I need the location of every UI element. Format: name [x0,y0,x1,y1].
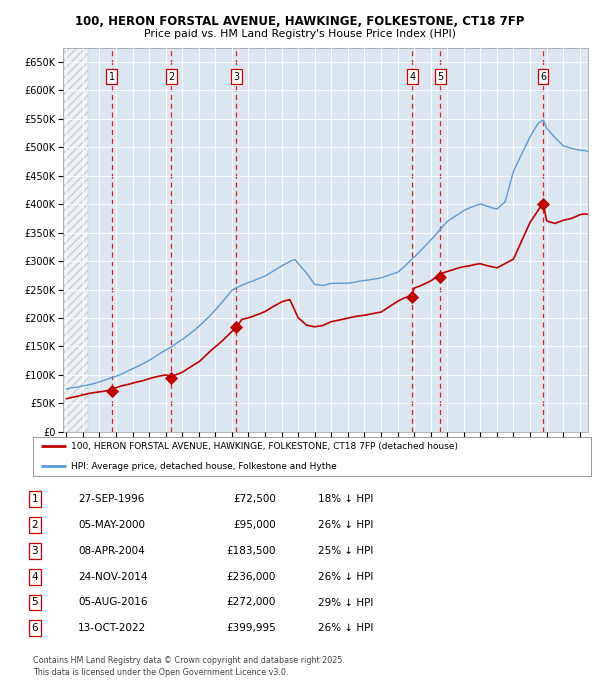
Point [436,271,445,282]
Text: 2: 2 [31,520,38,530]
Point [538,199,548,209]
Text: 100, HERON FORSTAL AVENUE, HAWKINGE, FOLKESTONE, CT18 7FP: 100, HERON FORSTAL AVENUE, HAWKINGE, FOL… [76,15,524,28]
Text: 100, HERON FORSTAL AVENUE, HAWKINGE, FOLKESTONE, CT18 7FP (detached house): 100, HERON FORSTAL AVENUE, HAWKINGE, FOL… [71,442,458,451]
Text: 08-APR-2004: 08-APR-2004 [78,546,145,556]
Text: £272,000: £272,000 [227,598,276,607]
Text: 5: 5 [437,71,443,82]
Bar [63,48,88,432]
Text: 24-NOV-2014: 24-NOV-2014 [78,572,148,581]
Text: £236,000: £236,000 [227,572,276,581]
Text: 6: 6 [540,71,546,82]
Text: 1: 1 [31,494,38,504]
Text: 5: 5 [31,598,38,607]
Text: £72,500: £72,500 [233,494,276,504]
Text: 6: 6 [31,624,38,633]
Text: 3: 3 [233,71,239,82]
Text: 13-OCT-2022: 13-OCT-2022 [78,624,146,633]
Text: Price paid vs. HM Land Registry's House Price Index (HPI): Price paid vs. HM Land Registry's House … [144,29,456,39]
Text: £95,000: £95,000 [233,520,276,530]
Text: 27-SEP-1996: 27-SEP-1996 [78,494,145,504]
Text: 05-MAY-2000: 05-MAY-2000 [78,520,145,530]
Text: 05-AUG-2016: 05-AUG-2016 [78,598,148,607]
Text: 26% ↓ HPI: 26% ↓ HPI [318,572,373,581]
Point [407,292,417,303]
Text: 3: 3 [31,546,38,556]
Text: HPI: Average price, detached house, Folkestone and Hythe: HPI: Average price, detached house, Folk… [71,462,337,471]
Text: 26% ↓ HPI: 26% ↓ HPI [318,520,373,530]
Point [232,322,241,333]
Text: 26% ↓ HPI: 26% ↓ HPI [318,624,373,633]
Text: 25% ↓ HPI: 25% ↓ HPI [318,546,373,556]
Text: 4: 4 [31,572,38,581]
Text: 1: 1 [109,71,115,82]
Text: £399,995: £399,995 [226,624,276,633]
Text: Contains HM Land Registry data © Crown copyright and database right 2025.
This d: Contains HM Land Registry data © Crown c… [33,656,345,677]
Text: £183,500: £183,500 [227,546,276,556]
Point [107,385,116,396]
Text: 4: 4 [409,71,416,82]
Text: 2: 2 [169,71,175,82]
Point [167,372,176,383]
Text: 29% ↓ HPI: 29% ↓ HPI [318,598,373,607]
Text: 18% ↓ HPI: 18% ↓ HPI [318,494,373,504]
